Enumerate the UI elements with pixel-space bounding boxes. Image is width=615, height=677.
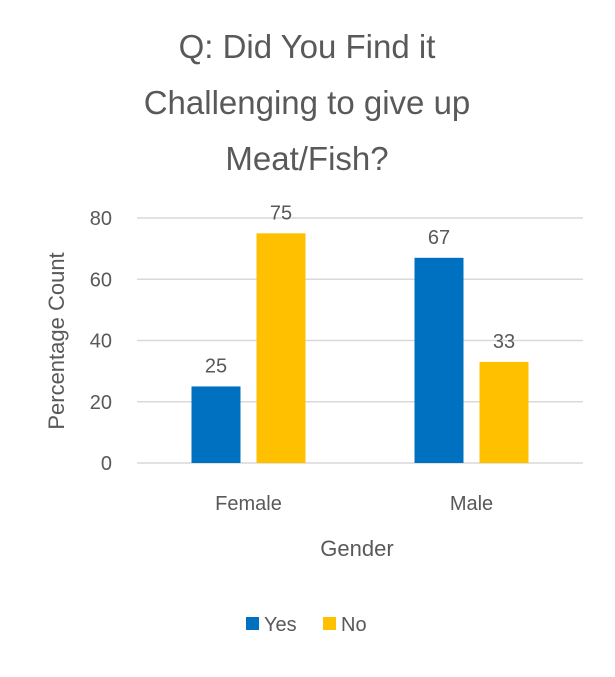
legend-swatch-yes (246, 617, 259, 630)
x-axis-title: Gender (320, 536, 393, 561)
bar-yes-male (414, 257, 464, 463)
chart-title-line-1: Q: Did You Find it (179, 28, 436, 65)
x-category-label: Male (450, 493, 493, 515)
data-label: 75 (270, 202, 292, 224)
legend-label-no: No (341, 614, 367, 636)
bar-no-male (479, 361, 529, 463)
legend: Yes No (246, 614, 367, 636)
chart-title-line-3: Meat/Fish? (225, 140, 388, 177)
legend-label-yes: Yes (264, 614, 297, 636)
y-tick-label: 0 (101, 453, 112, 475)
chart-title: Q: Did You Find it Challenging to give u… (144, 28, 471, 177)
y-tick-label: 20 (90, 392, 112, 414)
y-axis-ticks: 0 20 40 60 80 (90, 208, 112, 475)
data-label: 67 (428, 227, 450, 249)
data-label: 33 (493, 331, 515, 353)
bars (191, 233, 529, 463)
legend-swatch-no (323, 617, 336, 630)
bar-no-female (256, 233, 306, 463)
chart-title-line-2: Challenging to give up (144, 84, 471, 121)
bar-yes-female (191, 386, 241, 463)
data-label: 25 (205, 355, 227, 377)
y-tick-label: 40 (90, 331, 112, 353)
y-tick-label: 80 (90, 208, 112, 230)
y-tick-label: 60 (90, 269, 112, 291)
y-axis-title: Percentage Count (44, 252, 69, 429)
data-labels: 25 75 67 33 (205, 202, 515, 377)
x-category-label: Female (215, 493, 282, 515)
x-axis-categories: Female Male (215, 493, 493, 515)
